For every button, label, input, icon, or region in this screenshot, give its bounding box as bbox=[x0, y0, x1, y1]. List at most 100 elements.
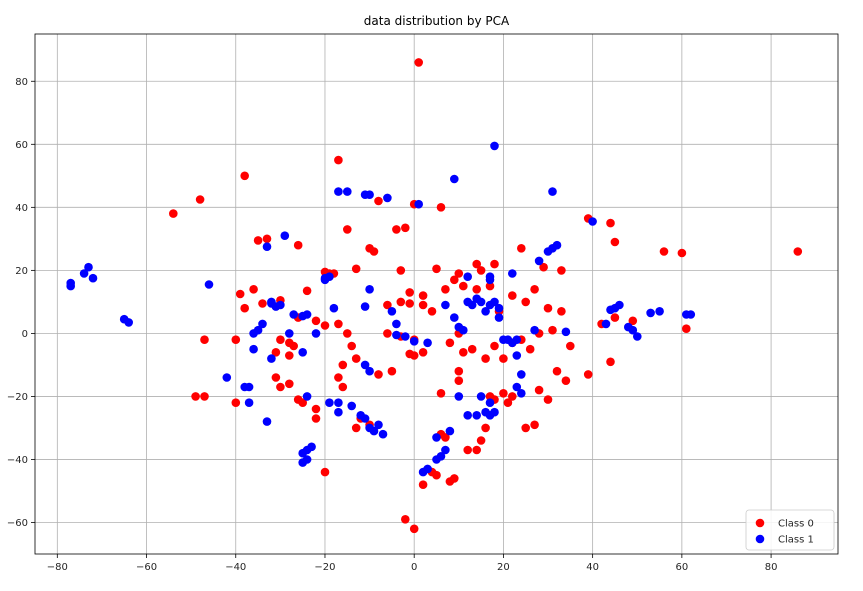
point-class-0 bbox=[481, 423, 490, 433]
point-class-1 bbox=[276, 300, 285, 310]
x-tick-label: −40 bbox=[225, 562, 246, 573]
point-class-0 bbox=[659, 247, 669, 256]
point-class-0 bbox=[351, 354, 361, 363]
point-class-0 bbox=[271, 348, 281, 357]
point-class-0 bbox=[508, 392, 517, 401]
point-class-0 bbox=[302, 286, 312, 296]
point-class-0 bbox=[476, 436, 486, 445]
point-class-0 bbox=[369, 247, 379, 256]
point-class-0 bbox=[285, 379, 294, 389]
point-class-0 bbox=[374, 370, 383, 379]
point-class-0 bbox=[503, 398, 513, 408]
point-class-1 bbox=[445, 426, 455, 436]
point-class-0 bbox=[441, 433, 450, 442]
point-class-1 bbox=[463, 272, 473, 282]
point-class-1 bbox=[262, 417, 272, 426]
point-class-1 bbox=[481, 307, 490, 316]
point-class-1 bbox=[534, 256, 544, 266]
point-class-1 bbox=[512, 351, 522, 360]
point-class-0 bbox=[583, 370, 593, 379]
point-class-0 bbox=[539, 262, 548, 272]
point-class-0 bbox=[401, 515, 410, 524]
point-class-0 bbox=[481, 354, 490, 363]
point-class-1 bbox=[548, 187, 557, 196]
point-class-0 bbox=[445, 338, 455, 348]
point-class-0 bbox=[472, 259, 482, 269]
point-class-1 bbox=[222, 373, 232, 382]
y-tick-label: 20 bbox=[15, 266, 28, 277]
point-class-0 bbox=[557, 307, 566, 316]
x-tick-label: −60 bbox=[136, 562, 157, 573]
point-class-0 bbox=[606, 218, 615, 228]
point-class-1 bbox=[517, 370, 526, 379]
point-class-0 bbox=[298, 398, 308, 408]
point-class-1 bbox=[472, 411, 482, 420]
point-class-1 bbox=[258, 319, 267, 329]
y-tick-label: −40 bbox=[7, 455, 28, 466]
point-class-1 bbox=[289, 310, 299, 319]
point-class-0 bbox=[338, 382, 348, 392]
point-class-0 bbox=[517, 244, 526, 253]
point-class-0 bbox=[343, 225, 352, 234]
point-class-1 bbox=[360, 360, 370, 370]
point-class-0 bbox=[276, 335, 285, 345]
point-class-0 bbox=[271, 373, 281, 382]
point-class-0 bbox=[610, 237, 620, 247]
point-class-0 bbox=[427, 307, 437, 316]
point-class-0 bbox=[454, 366, 464, 376]
point-class-0 bbox=[454, 376, 464, 386]
point-class-1 bbox=[334, 187, 343, 196]
point-class-0 bbox=[436, 203, 446, 212]
point-class-0 bbox=[383, 329, 392, 338]
legend-label: Class 1 bbox=[778, 535, 814, 546]
point-class-0 bbox=[347, 341, 357, 351]
point-class-1 bbox=[249, 344, 258, 354]
point-class-1 bbox=[414, 199, 424, 209]
point-class-0 bbox=[235, 289, 245, 299]
point-class-1 bbox=[450, 313, 459, 322]
point-class-1 bbox=[66, 278, 75, 288]
x-tick-label: 20 bbox=[497, 562, 510, 573]
point-class-1 bbox=[392, 319, 401, 329]
point-class-0 bbox=[258, 299, 267, 308]
point-class-0 bbox=[249, 285, 258, 294]
point-class-0 bbox=[450, 474, 459, 483]
point-class-0 bbox=[387, 366, 397, 376]
point-class-0 bbox=[405, 288, 415, 297]
point-class-1 bbox=[302, 310, 312, 319]
point-class-1 bbox=[508, 269, 517, 278]
point-class-0 bbox=[195, 195, 205, 204]
point-class-1 bbox=[655, 307, 664, 316]
point-class-1 bbox=[387, 307, 397, 316]
point-class-1 bbox=[423, 464, 432, 474]
point-class-1 bbox=[530, 325, 539, 335]
point-class-1 bbox=[552, 240, 562, 250]
point-class-1 bbox=[512, 335, 522, 345]
point-class-0 bbox=[463, 445, 473, 455]
point-class-1 bbox=[204, 280, 214, 289]
point-class-1 bbox=[298, 348, 308, 357]
point-class-0 bbox=[285, 351, 294, 360]
point-class-1 bbox=[360, 302, 370, 311]
point-class-1 bbox=[347, 401, 357, 411]
point-class-0 bbox=[351, 423, 361, 433]
y-tick-label: 40 bbox=[15, 203, 28, 214]
point-class-0 bbox=[392, 225, 401, 234]
y-tick-label: 80 bbox=[15, 77, 28, 88]
point-class-1 bbox=[253, 325, 263, 335]
point-class-0 bbox=[276, 382, 285, 392]
point-class-1 bbox=[646, 308, 655, 318]
point-class-1 bbox=[365, 366, 374, 376]
point-class-0 bbox=[441, 285, 450, 294]
point-class-0 bbox=[566, 341, 575, 351]
point-class-1 bbox=[365, 285, 374, 294]
point-class-1 bbox=[307, 442, 316, 452]
point-class-0 bbox=[334, 373, 343, 382]
point-class-1 bbox=[441, 300, 450, 310]
point-class-0 bbox=[499, 389, 508, 398]
point-class-0 bbox=[405, 349, 415, 359]
point-class-0 bbox=[521, 423, 530, 433]
x-tick-label: −80 bbox=[47, 562, 68, 573]
